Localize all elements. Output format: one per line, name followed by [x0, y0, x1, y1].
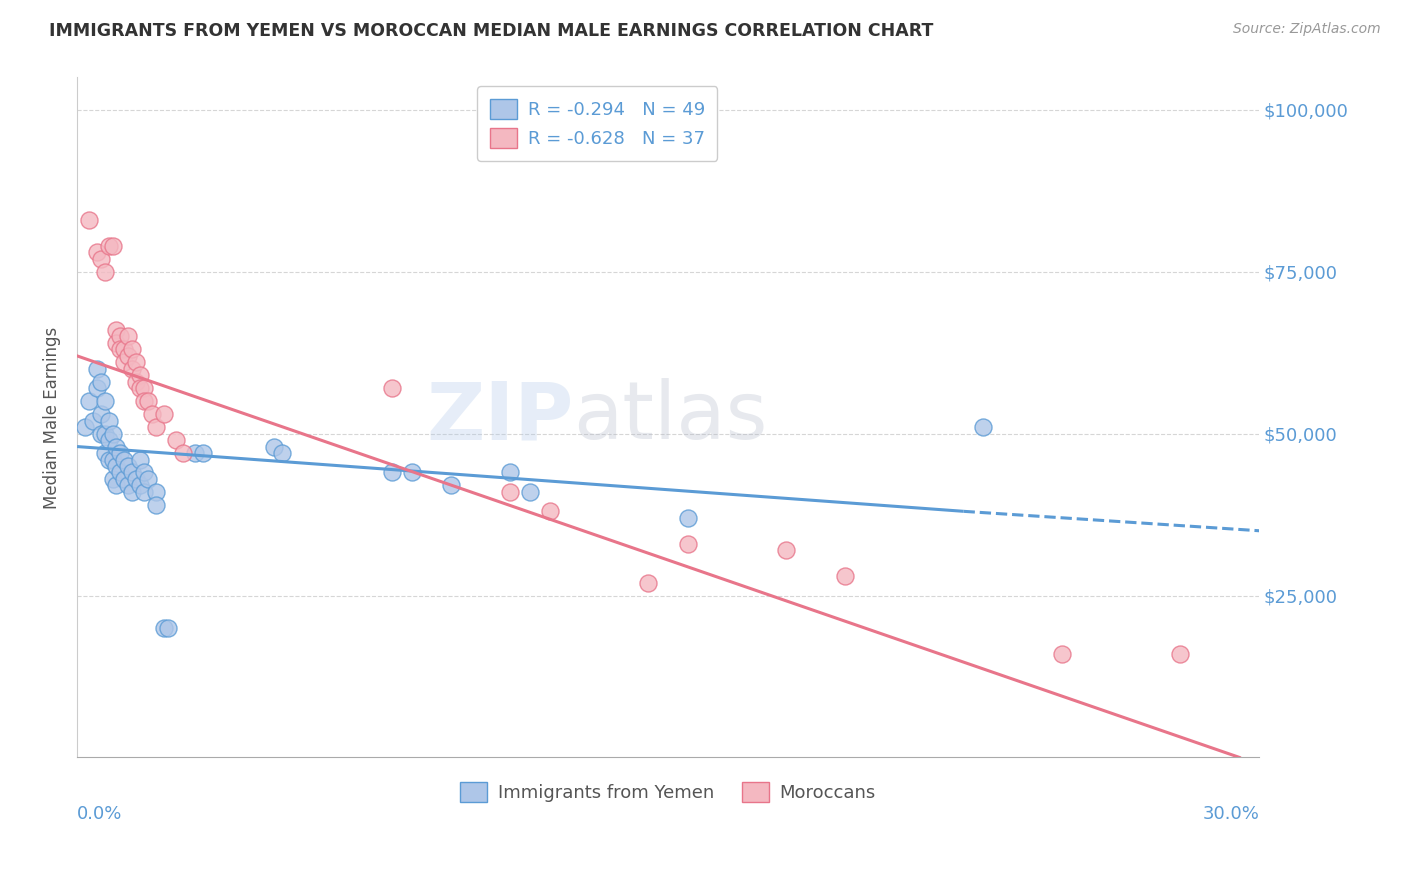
Point — [184, 446, 207, 460]
Point — [101, 452, 124, 467]
Point — [152, 621, 174, 635]
Point — [110, 446, 132, 460]
Point — [136, 394, 159, 409]
Point — [90, 426, 112, 441]
Text: 0.0%: 0.0% — [77, 805, 122, 823]
Point — [676, 510, 699, 524]
Point — [129, 368, 152, 383]
Point — [86, 362, 108, 376]
Point — [105, 440, 128, 454]
Point — [381, 466, 404, 480]
Point — [132, 484, 155, 499]
Point — [73, 420, 96, 434]
Point — [165, 433, 187, 447]
Point — [90, 407, 112, 421]
Point — [132, 394, 155, 409]
Point — [93, 394, 115, 409]
Point — [145, 484, 167, 499]
Point — [121, 484, 143, 499]
Point — [152, 407, 174, 421]
Point — [401, 466, 423, 480]
Point — [125, 375, 148, 389]
Point — [440, 478, 463, 492]
Text: atlas: atlas — [574, 378, 768, 457]
Point — [117, 329, 139, 343]
Point — [263, 440, 285, 454]
Point — [77, 394, 100, 409]
Point — [132, 381, 155, 395]
Text: IMMIGRANTS FROM YEMEN VS MOROCCAN MEDIAN MALE EARNINGS CORRELATION CHART: IMMIGRANTS FROM YEMEN VS MOROCCAN MEDIAN… — [49, 22, 934, 40]
Text: ZIP: ZIP — [426, 378, 574, 457]
Point — [132, 466, 155, 480]
Point — [676, 537, 699, 551]
Point — [271, 446, 294, 460]
Point — [110, 466, 132, 480]
Point — [110, 343, 132, 357]
Point — [121, 343, 143, 357]
Text: Source: ZipAtlas.com: Source: ZipAtlas.com — [1233, 22, 1381, 37]
Point — [110, 329, 132, 343]
Point — [121, 362, 143, 376]
Point — [93, 426, 115, 441]
Point — [105, 323, 128, 337]
Point — [101, 472, 124, 486]
Point — [105, 478, 128, 492]
Point — [125, 355, 148, 369]
Point — [499, 466, 522, 480]
Point — [129, 381, 152, 395]
Point — [86, 245, 108, 260]
Point — [381, 381, 404, 395]
Point — [117, 458, 139, 473]
Point — [93, 446, 115, 460]
Point — [156, 621, 179, 635]
Point — [1168, 647, 1191, 661]
Point — [101, 426, 124, 441]
Point — [141, 407, 163, 421]
Point — [129, 452, 152, 467]
Point — [637, 575, 659, 590]
Point — [112, 343, 135, 357]
Point — [105, 335, 128, 350]
Point — [97, 239, 120, 253]
Point — [77, 213, 100, 227]
Point — [97, 433, 120, 447]
Point — [97, 452, 120, 467]
Y-axis label: Median Male Earnings: Median Male Earnings — [44, 326, 60, 508]
Point — [834, 569, 856, 583]
Text: 30.0%: 30.0% — [1202, 805, 1260, 823]
Point — [90, 252, 112, 266]
Point — [499, 484, 522, 499]
Point — [90, 375, 112, 389]
Point — [145, 420, 167, 434]
Point — [101, 239, 124, 253]
Point — [97, 414, 120, 428]
Point — [82, 414, 104, 428]
Point — [538, 504, 561, 518]
Point — [112, 355, 135, 369]
Legend: Immigrants from Yemen, Moroccans: Immigrants from Yemen, Moroccans — [453, 775, 883, 810]
Point — [121, 466, 143, 480]
Point — [117, 349, 139, 363]
Point — [1050, 647, 1073, 661]
Point — [775, 543, 797, 558]
Point — [129, 478, 152, 492]
Point — [86, 381, 108, 395]
Point — [972, 420, 994, 434]
Point — [519, 484, 541, 499]
Point — [105, 458, 128, 473]
Point — [145, 498, 167, 512]
Point — [193, 446, 215, 460]
Point — [125, 472, 148, 486]
Point — [112, 472, 135, 486]
Point — [117, 478, 139, 492]
Point — [93, 265, 115, 279]
Point — [112, 452, 135, 467]
Point — [172, 446, 194, 460]
Point — [136, 472, 159, 486]
